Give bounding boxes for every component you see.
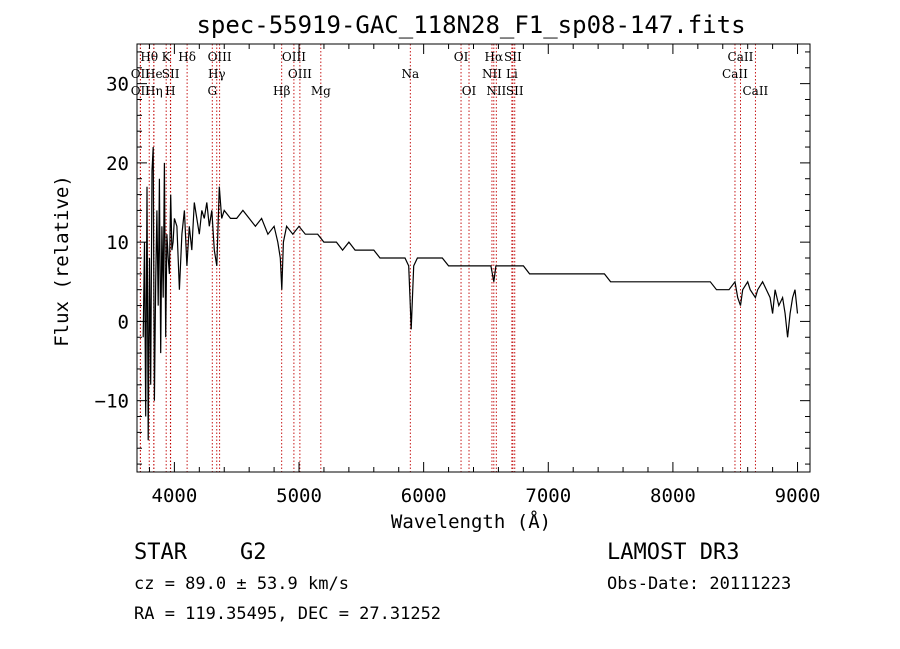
line-label-27: CaII	[742, 84, 768, 98]
y-tick-label-3: 20	[106, 153, 129, 175]
line-label-26: CaII	[722, 67, 748, 81]
line-label-3: He	[145, 67, 163, 81]
y-tick-label-0: −10	[95, 391, 129, 413]
line-label-12: Hβ	[273, 84, 290, 98]
x-tick-label-2: 6000	[401, 485, 447, 507]
plot-frame	[136, 43, 811, 473]
line-label-6: SII	[162, 67, 180, 81]
emission-line-markers	[139, 44, 756, 472]
line-label-14: OIII	[288, 67, 312, 81]
y-tick-label-1: 0	[118, 311, 129, 333]
line-label-4: Hη	[145, 84, 163, 98]
line-label-1: OII	[131, 67, 151, 81]
spectrum-series-line	[142, 146, 799, 441]
line-label-5: K	[162, 50, 172, 64]
line-label-20: NII	[482, 67, 502, 81]
line-label-10: Hγ	[208, 67, 226, 81]
spectral-subclass: G2	[240, 540, 267, 565]
line-label-25: CaII	[728, 50, 754, 64]
coordinates: RA = 119.35495, DEC = 27.31252	[134, 604, 441, 624]
line-label-8: Hδ	[178, 50, 196, 64]
line-label-16: Na	[401, 67, 419, 81]
y-axis-ticks: −10 0 10 20 30	[95, 51, 810, 465]
line-label-2: OII	[131, 84, 151, 98]
line-label-23: Li	[506, 67, 518, 81]
chart-title: spec-55919-GAC_118N28_F1_sp08-147.fits	[196, 11, 745, 39]
line-label-18: OI	[462, 84, 477, 98]
x-axis-label: Wavelength (Å)	[391, 510, 551, 533]
line-label-21: NII	[486, 84, 506, 98]
x-tick-label-3: 7000	[525, 485, 571, 507]
line-label-19: Hα	[485, 50, 504, 64]
line-label-24: SII	[506, 84, 524, 98]
line-label-22: SII	[504, 50, 522, 64]
x-tick-label-0: 4000	[152, 485, 198, 507]
y-tick-label-4: 30	[106, 74, 129, 96]
line-label-0: Hθ	[140, 50, 158, 64]
y-axis-label: Flux (relative)	[51, 175, 73, 347]
line-label-7: H	[165, 84, 175, 98]
redshift-velocity: cz = 89.0 ± 53.9 km/s	[134, 574, 349, 594]
object-class: STAR	[134, 540, 188, 565]
line-label-9: OIII	[208, 50, 232, 64]
x-axis-ticks: 4000 5000 6000 7000 8000 9000	[148, 44, 821, 507]
x-tick-label-5: 9000	[775, 485, 821, 507]
line-label-11: G	[207, 84, 217, 98]
line-label-17: OI	[454, 50, 469, 64]
line-label-13: OIII	[282, 50, 306, 64]
observation-date: Obs-Date: 20111223	[607, 574, 791, 594]
x-tick-label-1: 5000	[276, 485, 322, 507]
y-tick-label-2: 10	[106, 232, 129, 254]
line-label-15: Mg	[311, 84, 331, 98]
x-tick-label-4: 8000	[650, 485, 696, 507]
survey-release: LAMOST DR3	[607, 540, 739, 565]
